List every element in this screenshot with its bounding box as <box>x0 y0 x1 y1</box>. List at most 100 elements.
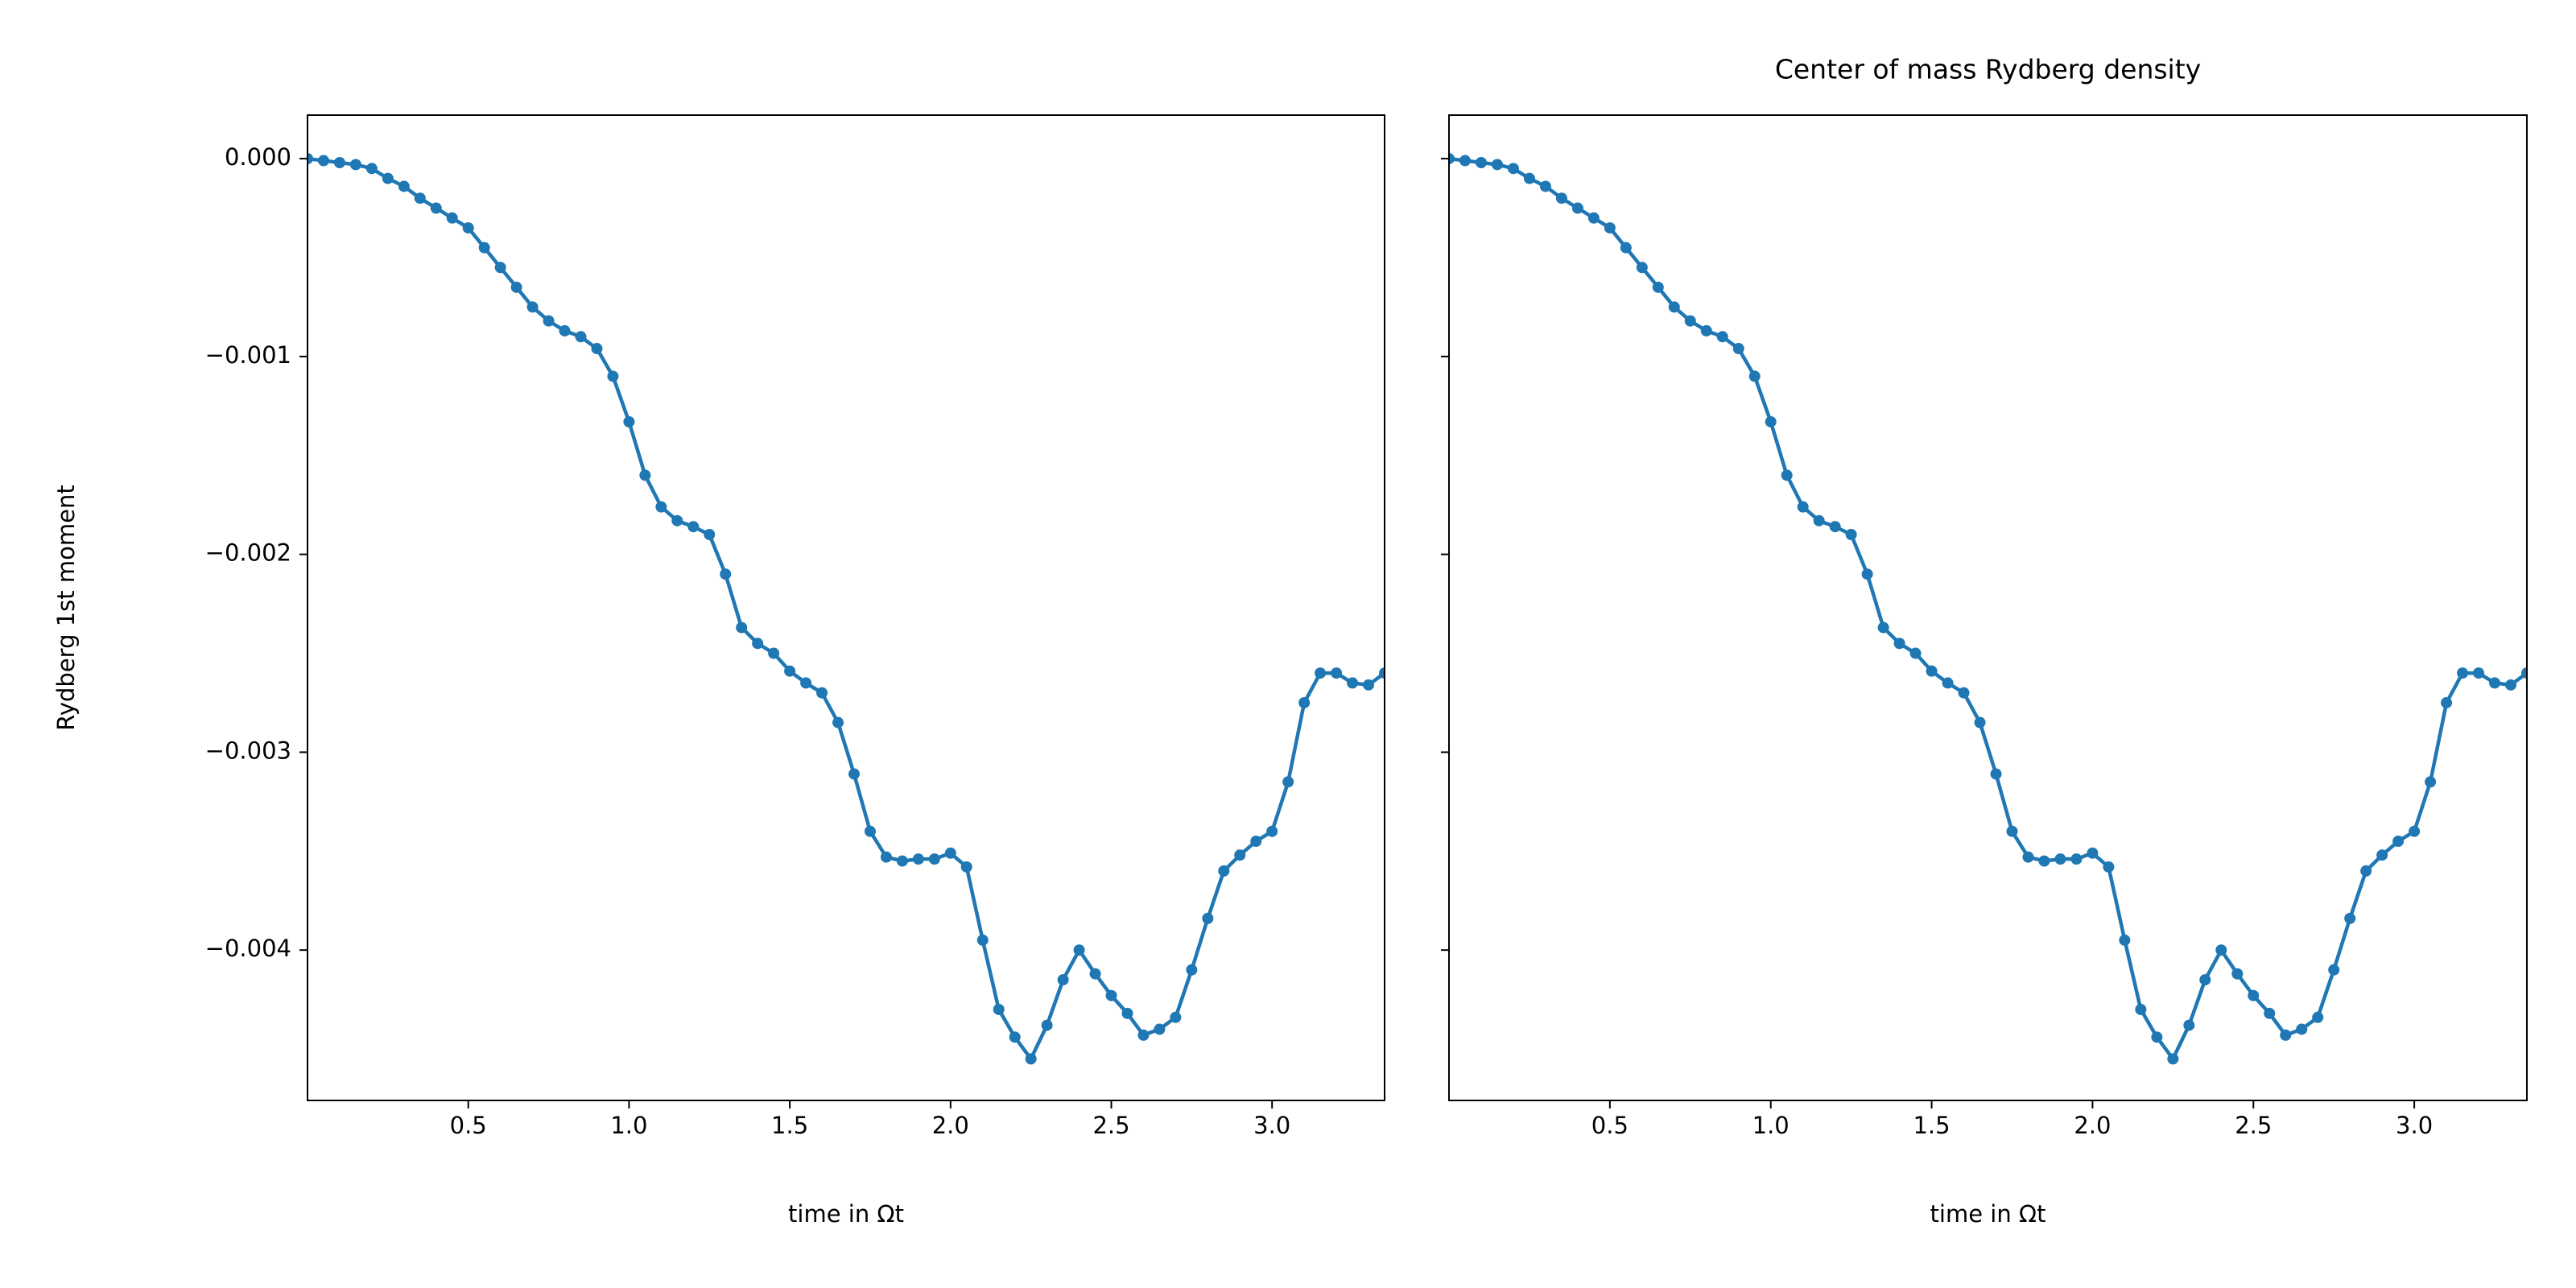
data-point <box>671 514 683 526</box>
data-point <box>655 501 667 513</box>
data-point <box>1539 180 1551 192</box>
data-point <box>1025 1053 1037 1065</box>
data-point <box>494 262 506 274</box>
x-axis-label: time in Ωt <box>1930 1200 2046 1228</box>
y-tick-label: 0.000 <box>225 143 291 171</box>
data-point <box>2328 964 2340 976</box>
data-point <box>607 370 619 382</box>
data-point <box>768 647 780 659</box>
data-point <box>1475 156 1487 168</box>
data-point <box>1379 667 1385 679</box>
data-point <box>1363 679 1375 691</box>
data-point <box>2167 1053 2179 1065</box>
data-point <box>398 180 410 192</box>
data-point <box>1137 1029 1150 1041</box>
data-point <box>559 324 571 336</box>
data-point <box>2409 825 2421 837</box>
x-tick-label: 2.5 <box>2235 1112 2272 1139</box>
data-point <box>1266 825 1278 837</box>
plot-area <box>1449 153 2527 1065</box>
data-point <box>308 153 313 165</box>
data-point <box>1121 1007 1133 1019</box>
data-point <box>1668 301 1680 313</box>
data-point <box>704 529 716 541</box>
x-tick-label: 2.0 <box>2074 1112 2111 1139</box>
data-point <box>1523 172 1535 184</box>
data-point <box>880 851 892 863</box>
data-point <box>1089 968 1101 980</box>
data-point <box>510 281 522 293</box>
x-tick-label: 0.5 <box>450 1112 487 1139</box>
data-line <box>1449 156 2527 1061</box>
data-point <box>1347 677 1359 689</box>
data-point <box>2505 679 2517 691</box>
data-point <box>1571 202 1583 214</box>
data-point <box>2038 855 2050 867</box>
data-point <box>687 521 700 533</box>
data-point <box>1186 964 1198 976</box>
data-point <box>2473 667 2485 679</box>
data-point <box>928 853 940 865</box>
data-point <box>816 687 828 699</box>
data-point <box>2135 1003 2147 1015</box>
data-point <box>1829 521 1841 533</box>
data-point <box>1202 912 1214 924</box>
axes-frame <box>1448 114 2528 1101</box>
data-point <box>1926 665 1938 677</box>
data-point <box>1041 1019 1053 1031</box>
data-point <box>446 212 458 224</box>
data-point <box>2425 776 2437 788</box>
data-point <box>1459 155 1471 167</box>
data-point <box>736 621 748 634</box>
data-point <box>1877 621 1889 634</box>
data-point <box>2312 1011 2324 1023</box>
x-tick-label: 2.5 <box>1092 1112 1129 1139</box>
data-point <box>1218 865 1230 877</box>
data-point <box>2280 1029 2292 1041</box>
data-point <box>864 825 876 837</box>
data-point <box>2119 934 2131 946</box>
x-tick-label: 3.0 <box>1253 1112 1290 1139</box>
data-point <box>1636 262 1648 274</box>
data-point <box>1057 974 1069 986</box>
y-tick-label: −0.001 <box>205 341 291 369</box>
data-point <box>720 568 732 580</box>
chart-title: Center of mass Rydberg density <box>1775 54 2201 85</box>
data-point <box>623 415 635 427</box>
data-point <box>1331 667 1343 679</box>
data-point <box>414 192 426 204</box>
data-point <box>1604 222 1616 234</box>
data-point <box>2248 989 2260 1001</box>
data-point <box>2360 865 2372 877</box>
data-point <box>2392 836 2405 848</box>
data-point <box>639 469 651 481</box>
data-point <box>1298 696 1311 708</box>
data-point <box>2022 851 2034 863</box>
data-point <box>2441 696 2453 708</box>
data-point <box>1620 242 1632 254</box>
data-point <box>1797 501 1809 513</box>
data-point <box>752 638 764 650</box>
data-point <box>2264 1007 2276 1019</box>
data-point <box>1765 415 1777 427</box>
data-point <box>800 677 812 689</box>
y-tick-label: −0.003 <box>205 737 291 764</box>
data-point <box>2006 825 2018 837</box>
data-point <box>430 202 442 214</box>
data-point <box>526 301 539 313</box>
data-point <box>1073 944 1085 956</box>
x-tick-label: 2.0 <box>932 1112 969 1139</box>
y-axis-label: Rydberg 1st moment <box>52 485 80 730</box>
data-point <box>1507 163 1519 175</box>
data-point <box>2087 847 2099 859</box>
x-tick-label: 1.0 <box>610 1112 647 1139</box>
data-point <box>2183 1019 2195 1031</box>
data-point <box>1893 638 1905 650</box>
data-point <box>365 163 378 175</box>
x-axis-label: time in Ωt <box>788 1200 904 1228</box>
data-point <box>1861 568 1873 580</box>
data-point <box>1652 281 1664 293</box>
data-point <box>1958 687 1970 699</box>
data-point <box>382 172 394 184</box>
